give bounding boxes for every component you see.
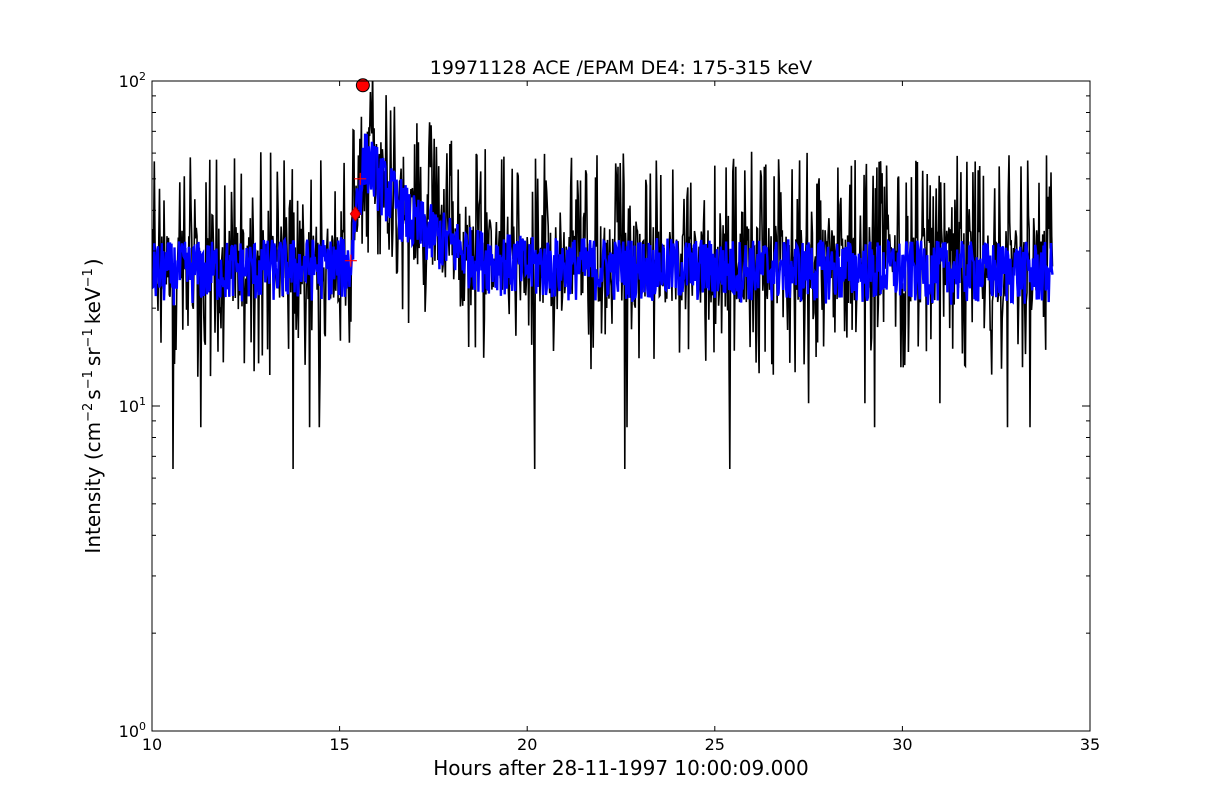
x-axis: 10 15 20 25 30 35 <box>142 81 1100 754</box>
y-tick-label: 101 <box>119 395 146 416</box>
x-axis-label: Hours after 28-11-1997 10:00:09.000 <box>433 756 809 780</box>
y-label-exp3: −1 <box>81 328 96 347</box>
chart-title: 19971128 ACE /EPAM DE4: 175-315 keV <box>430 57 812 79</box>
y-axis-label: Intensity (cm−2s−1sr−1keV−1) <box>81 258 105 553</box>
y-tick-label: 102 <box>119 70 146 91</box>
y-label-exp1: −2 <box>81 403 96 422</box>
y-label-sr: sr <box>81 347 105 366</box>
series-layer <box>152 81 1054 470</box>
plus-marker <box>354 172 367 185</box>
y-label-exp4: −1 <box>81 268 96 287</box>
x-tick-label: 25 <box>705 735 725 754</box>
x-tick-label: 35 <box>1080 735 1100 754</box>
y-label-suffix: ) <box>81 258 105 266</box>
marker-layer <box>344 78 370 267</box>
y-label-prefix: Intensity (cm <box>81 422 105 554</box>
x-tick-label: 20 <box>517 735 537 754</box>
y-tick-label: 100 <box>119 720 146 741</box>
smoothed-intensity-line <box>152 133 1054 306</box>
circle-marker <box>355 78 370 93</box>
x-tick-label: 15 <box>329 735 349 754</box>
plus-marker <box>344 254 357 267</box>
y-label-exp2: −1 <box>81 370 96 389</box>
y-axis: 100 101 102 <box>119 70 1090 741</box>
y-label-kev: keV <box>81 287 105 324</box>
x-tick-label: 10 <box>142 735 162 754</box>
x-tick-label: 30 <box>892 735 912 754</box>
svg-text:Intensity (cm−2s−1sr−1keV−1): Intensity (cm−2s−1sr−1keV−1) <box>81 258 105 553</box>
y-label-s: s <box>81 389 105 399</box>
diamond-marker <box>349 206 361 222</box>
